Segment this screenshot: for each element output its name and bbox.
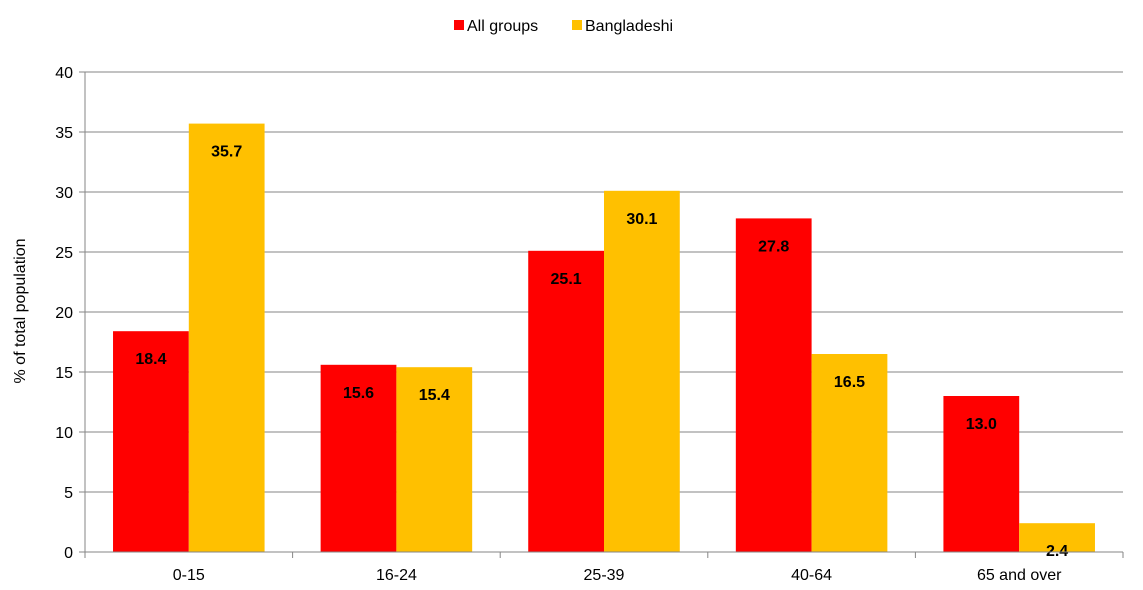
x-axis-ticks: 0-15 16-24 25-39 40-64 65 and over	[84, 552, 1124, 584]
bar-bangladeshi-40-64	[811, 354, 888, 552]
bars	[113, 123, 1095, 553]
axes	[84, 72, 1123, 553]
y-tick-label: 30	[55, 185, 73, 202]
data-label: 25.1	[551, 271, 582, 288]
legend-swatch	[572, 20, 582, 30]
y-axis-ticks: 0 5 10 15 20 25 30 35 40	[55, 65, 85, 562]
data-label: 27.8	[758, 238, 789, 255]
y-tick-label: 20	[55, 305, 73, 322]
legend-label: All groups	[467, 18, 538, 35]
bar-all-groups-16-24	[320, 364, 397, 552]
x-tick-label: 16-24	[376, 567, 417, 584]
y-tick-label: 35	[55, 125, 73, 142]
x-tick-label: 40-64	[791, 567, 832, 584]
y-tick-label: 5	[64, 485, 73, 502]
bar-all-groups-0-15	[113, 331, 189, 552]
bar-bangladeshi-25-39	[604, 190, 680, 553]
y-axis-title: % of total population	[12, 239, 29, 384]
y-tick-label: 0	[64, 545, 73, 562]
x-tick-label: 25-39	[584, 567, 625, 584]
bar-all-groups-65-and-over	[943, 396, 1020, 552]
data-labels: 18.435.715.6 15.425.130.127.816.513.02.4	[135, 144, 1068, 561]
legend-swatch	[454, 20, 464, 30]
data-label: 15.6	[343, 385, 374, 402]
data-label: 30.1	[626, 211, 657, 228]
bar-all-groups-25-39	[528, 250, 604, 553]
bar-bangladeshi-65-and-over	[1019, 523, 1095, 552]
y-tick-label: 25	[55, 245, 73, 262]
data-label: 15.4	[419, 387, 450, 404]
data-label: 35.7	[211, 144, 242, 161]
bar-bangladeshi-0-15	[188, 123, 265, 552]
data-label: 16.5	[834, 374, 865, 391]
legend-label: Bangladeshi	[585, 18, 673, 35]
x-tick-label: 65 and over	[977, 567, 1062, 584]
data-label: 13.0	[966, 416, 997, 433]
data-label: 18.4	[135, 351, 166, 368]
y-tick-label: 10	[55, 425, 73, 442]
y-tick-label: 15	[55, 365, 73, 382]
legend: All groups Bangladeshi	[454, 18, 673, 35]
bar-all-groups-40-64	[735, 218, 812, 552]
x-tick-label: 0-15	[173, 567, 205, 584]
bar-bangladeshi-16-24	[396, 367, 473, 552]
y-tick-label: 40	[55, 65, 73, 82]
